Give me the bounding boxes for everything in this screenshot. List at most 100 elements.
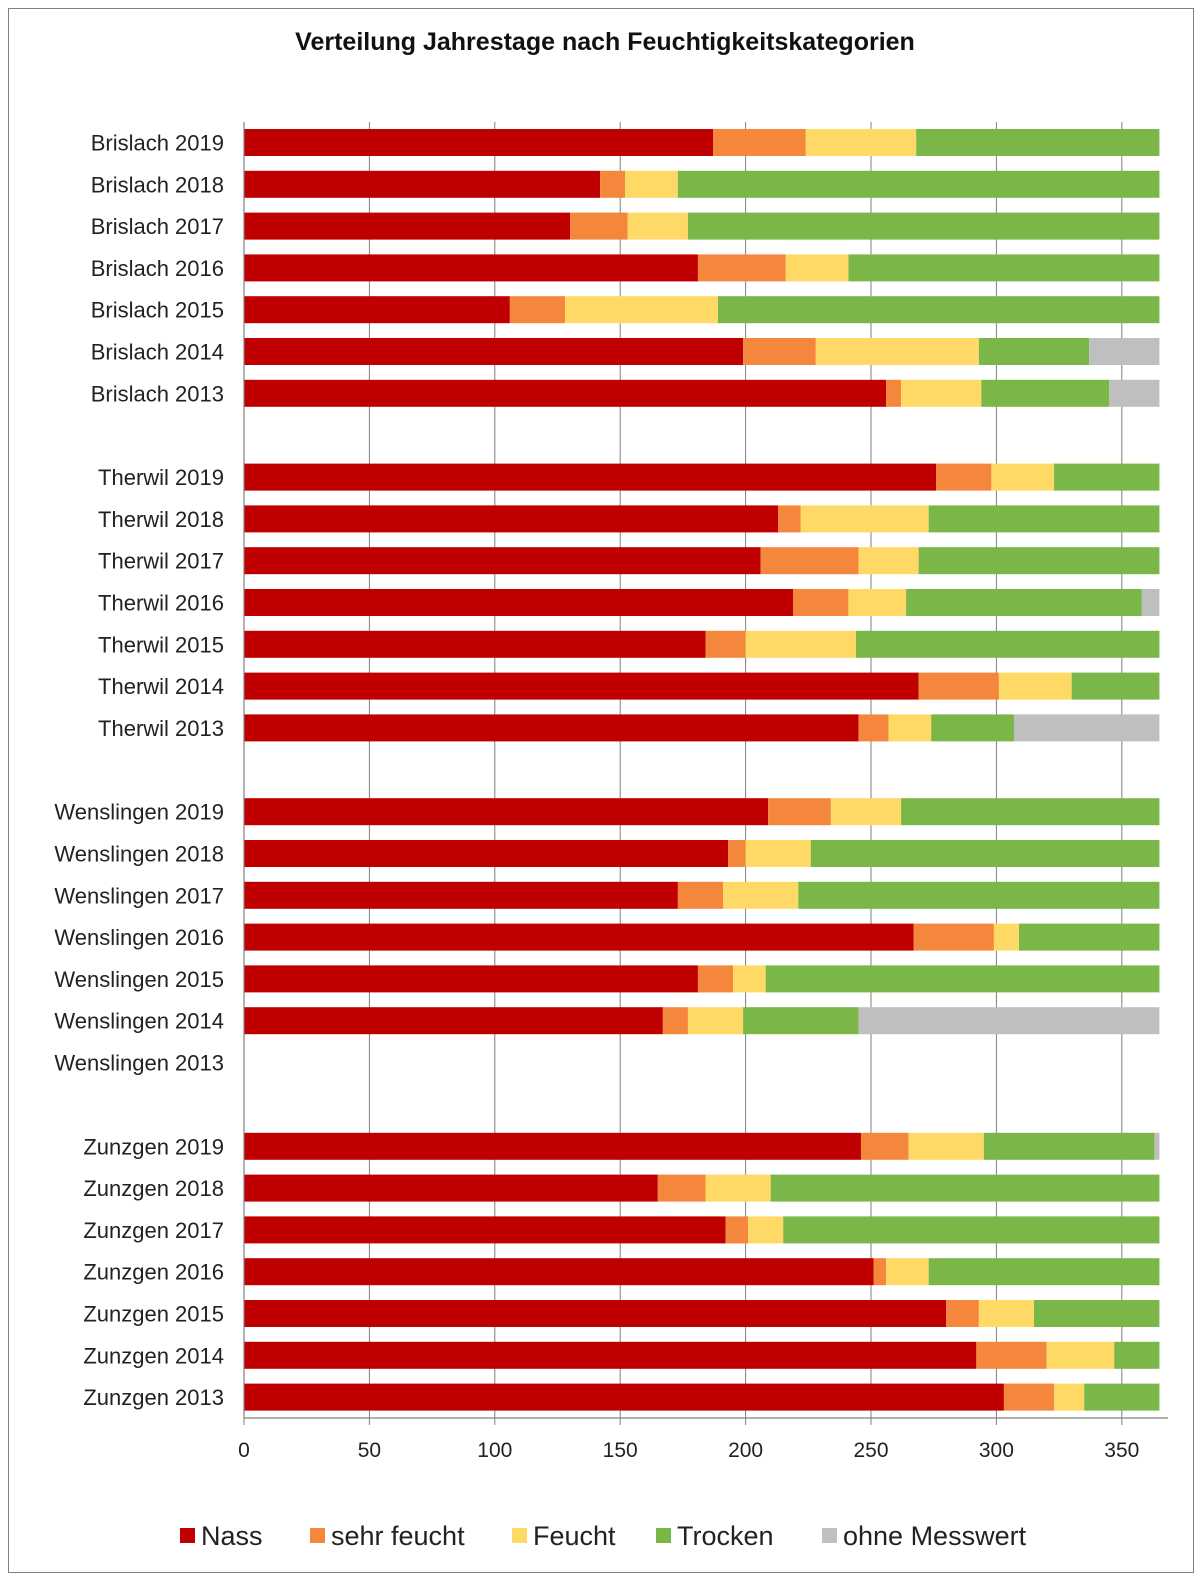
legend-swatch-sehr-feucht <box>310 1528 325 1543</box>
category-labels: Brislach 2019 Brislach 2018 Brislach 2017 B… <box>54 131 224 1411</box>
bar-nass <box>244 338 744 365</box>
bar-nass <box>244 379 887 407</box>
bar-feucht <box>830 798 902 826</box>
bar-feucht <box>888 714 932 742</box>
bar-sehr-feucht <box>913 923 994 951</box>
bar-trocken <box>978 338 1090 365</box>
bar-sehr-feucht <box>697 965 734 993</box>
bar-sehr-feucht <box>886 379 902 407</box>
category-label: Brislach 2019 <box>91 131 224 156</box>
category-label: Brislach 2018 <box>91 172 224 197</box>
bar-feucht <box>1046 1341 1115 1369</box>
legend-swatch-ohne-messwert <box>822 1528 837 1543</box>
category-label: Brislach 2015 <box>91 298 224 323</box>
bar-feucht <box>687 1007 744 1035</box>
bar-feucht <box>805 129 917 156</box>
category-label: Brislach 2014 <box>91 340 224 365</box>
bar-nass <box>244 1132 861 1160</box>
bar-feucht <box>993 923 1019 951</box>
bar-sehr-feucht <box>936 463 992 491</box>
bar-trocken <box>770 1174 1160 1202</box>
bar-nass <box>244 714 859 742</box>
bar-sehr-feucht <box>778 505 801 533</box>
bar-feucht <box>800 505 929 533</box>
bar-nass <box>244 463 937 491</box>
bar-trocken <box>1018 923 1160 951</box>
x-tick-label: 200 <box>728 1439 763 1462</box>
bar-sehr-feucht <box>712 129 806 156</box>
bar-sehr-feucht <box>677 881 724 909</box>
category-label: Zunzgen 2013 <box>83 1385 224 1410</box>
bar-trocken <box>1084 1383 1160 1411</box>
bar-nass <box>244 1300 947 1327</box>
bar-nass <box>244 129 713 156</box>
category-label: Zunzgen 2017 <box>83 1218 224 1243</box>
legend-label-ohne-messwert: ohne Messwert <box>843 1521 1027 1551</box>
bar-feucht <box>978 1300 1035 1327</box>
bar-trocken <box>798 881 1160 909</box>
bar-nass <box>244 212 571 240</box>
bar-trocken <box>718 296 1160 324</box>
bar-nass <box>244 1216 726 1244</box>
bar-trocken <box>901 798 1160 826</box>
x-tick-label: 50 <box>358 1439 381 1462</box>
bar-trocken <box>1034 1300 1160 1327</box>
bar-trocken <box>765 965 1160 993</box>
category-label: Zunzgen 2018 <box>83 1176 224 1201</box>
bar-sehr-feucht <box>509 296 566 324</box>
category-label: Therwil 2014 <box>98 674 224 699</box>
category-label: Therwil 2016 <box>98 591 224 616</box>
category-label: Brislach 2016 <box>91 256 224 281</box>
category-label: Therwil 2019 <box>98 465 224 490</box>
bar-sehr-feucht <box>570 212 628 240</box>
bar-sehr-feucht <box>743 338 816 365</box>
legend-label-sehr-feucht: sehr feucht <box>331 1521 465 1551</box>
bar-trocken <box>687 212 1160 240</box>
bar-sehr-feucht <box>662 1007 688 1035</box>
category-label: Wenslingen 2015 <box>54 967 224 992</box>
bar-nass <box>244 630 706 658</box>
bar-feucht <box>705 1174 771 1202</box>
x-tick-label: 100 <box>477 1439 512 1462</box>
bar-sehr-feucht <box>946 1300 979 1327</box>
bar-nass <box>244 923 914 951</box>
x-tick-label: 300 <box>979 1439 1014 1462</box>
bar-feucht <box>745 630 856 658</box>
bar-nass <box>244 1007 663 1035</box>
bar-trocken <box>1054 463 1160 491</box>
axes <box>243 122 1168 1425</box>
bar-feucht <box>1054 1383 1085 1411</box>
bar-feucht <box>991 463 1055 491</box>
bar-trocken <box>918 547 1160 575</box>
bar-sehr-feucht <box>728 840 746 867</box>
x-tick-label: 250 <box>853 1439 888 1462</box>
bar-ohne-messwert <box>1154 1132 1160 1160</box>
bar-nass <box>244 505 779 533</box>
bar-nass <box>244 254 698 282</box>
bar-sehr-feucht <box>793 589 849 616</box>
category-label: Zunzgen 2014 <box>83 1343 224 1368</box>
bar-trocken <box>1071 672 1160 700</box>
bar-sehr-feucht <box>858 714 889 742</box>
bar-sehr-feucht <box>918 672 999 700</box>
category-label: Wenslingen 2013 <box>54 1051 224 1076</box>
bar-nass <box>244 296 510 324</box>
bar-nass <box>244 798 769 826</box>
bar-trocken <box>931 714 1014 742</box>
bar-sehr-feucht <box>725 1216 749 1244</box>
chart-title: Verteilung Jahrestage nach Feuchtigkeits… <box>295 28 915 56</box>
bar-nass <box>244 170 601 198</box>
bar-feucht <box>886 1258 929 1286</box>
bar-sehr-feucht <box>860 1132 909 1160</box>
bar-nass <box>244 1383 1004 1411</box>
x-tick-label: 350 <box>1104 1439 1139 1462</box>
bar-sehr-feucht <box>768 798 831 826</box>
bar-sehr-feucht <box>705 630 746 658</box>
x-tick-label: 0 <box>238 1439 250 1462</box>
category-label: Therwil 2015 <box>98 632 224 657</box>
bar-feucht <box>625 170 678 198</box>
bar-feucht <box>785 254 849 282</box>
bar-nass <box>244 589 794 616</box>
legend-label-feucht: Feucht <box>533 1521 616 1551</box>
